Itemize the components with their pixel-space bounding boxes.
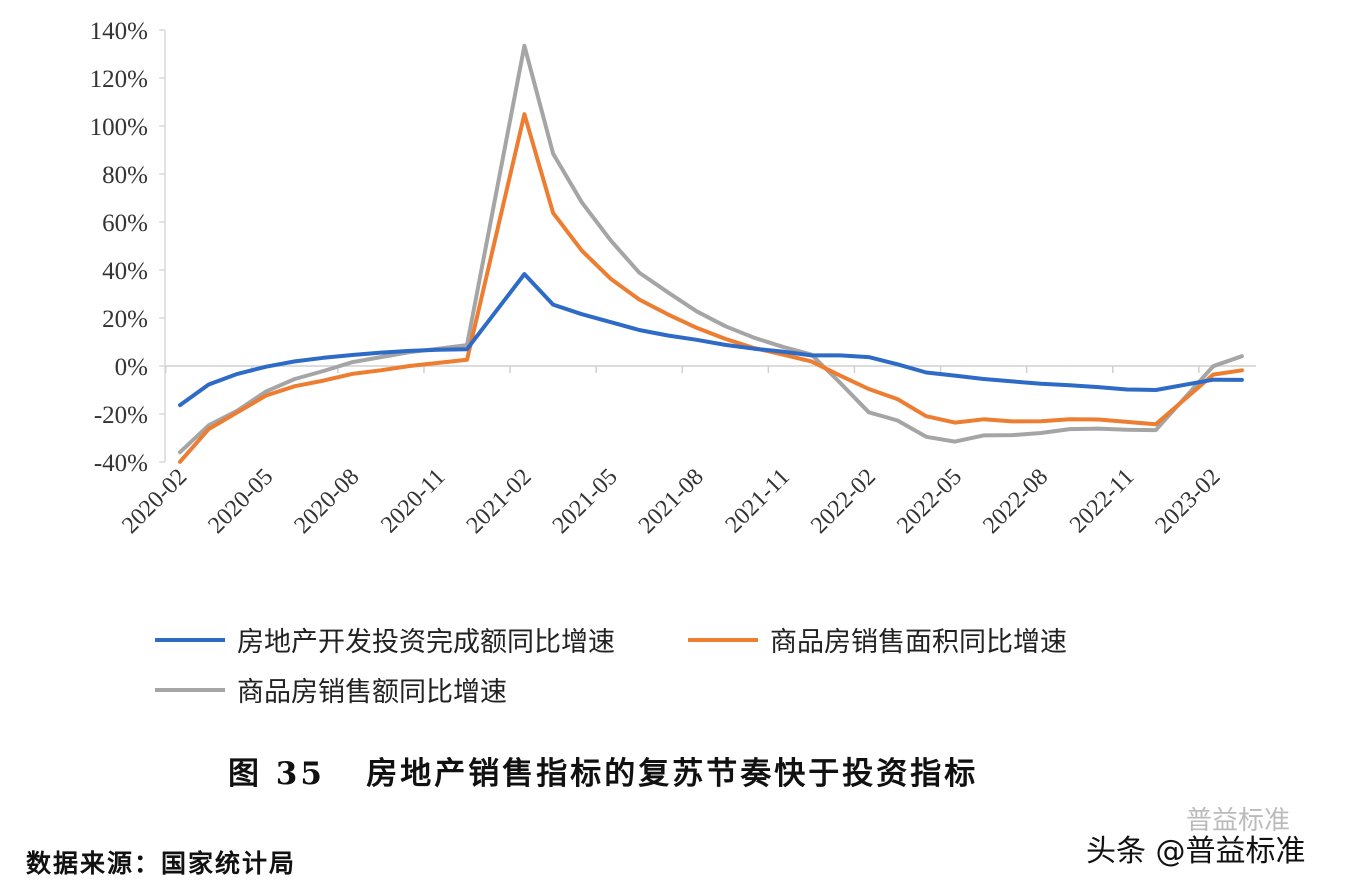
y-tick-label: 80%: [102, 162, 148, 189]
y-tick-label: 100%: [90, 114, 148, 141]
figure-caption: 图 35 房地产销售指标的复苏节奏快于投资指标: [228, 756, 979, 792]
x-tick-label: 2022-05: [892, 464, 967, 539]
axes: [164, 30, 1256, 462]
y-tick-label: 60%: [102, 210, 148, 237]
legend-item-sales-amount: 商品房销售额同比增速: [155, 670, 507, 709]
watermark: 头条 @普益标准: [1086, 834, 1306, 869]
y-tick-label: 140%: [90, 18, 148, 45]
y-tick-label: 20%: [102, 306, 148, 333]
y-tick-label: 40%: [102, 258, 148, 285]
legend-label: 商品房销售额同比增速: [237, 677, 507, 708]
x-tick-label: 2022-08: [978, 464, 1053, 539]
x-tick-label: 2021-08: [634, 464, 709, 539]
x-tick-label: 2021-05: [548, 464, 623, 539]
legend-label: 房地产开发投资完成额同比增速: [237, 627, 615, 658]
legend-item-investment: 房地产开发投资完成额同比增速: [155, 620, 615, 659]
series-line-sales-amount: [178, 43, 1244, 455]
y-axis-ticks: 140% 120% 100% 80% 60% 40% 20% 0% -20% -40%: [90, 18, 165, 477]
x-tick-label: 2021-11: [721, 464, 795, 538]
series-line-investment: [178, 272, 1244, 408]
watermark-faint: 普益标准: [1186, 806, 1291, 836]
x-tick-label: 2020-05: [203, 464, 278, 539]
y-tick-label: 120%: [90, 66, 148, 93]
data-source: 数据来源：国家统计局: [26, 849, 297, 878]
legend-swatch-blue: [155, 637, 225, 642]
x-tick-label: 2022-11: [1065, 464, 1139, 538]
legend-label: 商品房销售面积同比增速: [770, 627, 1067, 658]
x-tick-label: 2022-02: [806, 464, 881, 539]
x-tick-label: 2021-02: [462, 464, 537, 539]
legend-swatch-orange: [688, 637, 758, 642]
x-tick-label: 2023-02: [1150, 464, 1225, 539]
y-tick-label: -20%: [94, 402, 148, 429]
y-tick-label: 0%: [115, 354, 148, 381]
series-line-sales-area: [178, 112, 1244, 464]
line-chart: 140% 120% 100% 80% 60% 40% 20% 0% -20% -40% 2020-…: [90, 18, 1256, 539]
series-lines: [178, 43, 1244, 464]
x-tick-label: 2020-08: [289, 464, 364, 539]
x-tick-label: 2020-11: [376, 464, 450, 538]
legend-item-sales-area: 商品房销售面积同比增速: [688, 620, 1067, 659]
legend-swatch-gray: [155, 687, 225, 692]
y-tick-label: -40%: [94, 450, 148, 477]
